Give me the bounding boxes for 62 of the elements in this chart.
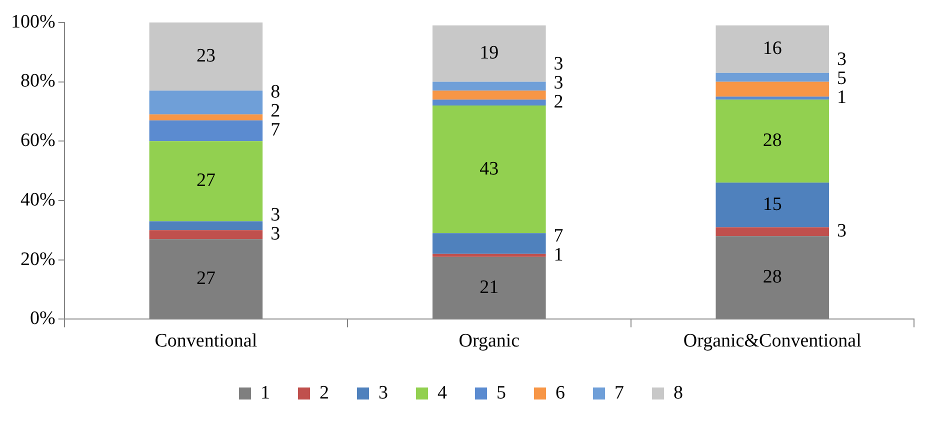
data-label: 28 (762, 130, 782, 152)
data-label: 7 (554, 225, 564, 246)
x-tick-label: Conventional (154, 330, 258, 352)
data-label: 23 (196, 46, 216, 67)
bar (716, 72, 830, 82)
bar (716, 100, 830, 183)
legend-label: 8 (674, 382, 683, 404)
y-tick-label: 80% (20, 70, 56, 92)
bar (149, 221, 263, 230)
x-tick-label: Organic (458, 330, 520, 352)
bar (432, 106, 546, 234)
data-label: 3 (270, 204, 280, 226)
bar (716, 82, 830, 97)
bar (432, 233, 546, 254)
data-label: 3 (554, 72, 564, 94)
legend-label: 3 (378, 382, 388, 404)
y-tick-label: 60% (20, 130, 56, 152)
bar (149, 90, 263, 114)
data-label: 1 (554, 244, 564, 266)
x-tick-label: Organic&Conventional (683, 330, 862, 352)
bar (432, 100, 546, 106)
data-label: 3 (837, 49, 847, 70)
bar (149, 141, 263, 222)
data-label: 16 (762, 38, 782, 60)
data-label: 3 (837, 220, 847, 242)
legend-label: 5 (496, 382, 506, 404)
data-label: 27 (196, 170, 216, 192)
legend-label: 2 (320, 382, 329, 404)
data-label: 27 (196, 268, 216, 289)
bar (432, 82, 546, 91)
data-label: 1 (837, 87, 847, 108)
bar (432, 254, 546, 257)
data-label: 5 (837, 68, 847, 90)
bar (716, 25, 830, 73)
bar (149, 114, 263, 120)
y-tick-label: 40% (20, 189, 56, 210)
legend-label: 6 (556, 382, 565, 404)
bar (432, 90, 546, 100)
bar (149, 120, 263, 142)
data-label: 2 (270, 100, 280, 122)
data-label: 7 (270, 120, 280, 141)
data-label: 3 (554, 54, 564, 75)
legend-label: 4 (438, 382, 448, 404)
bar (149, 230, 263, 240)
data-label: 8 (270, 82, 280, 103)
bar (716, 182, 830, 228)
data-label: 21 (480, 276, 499, 298)
legend-label: 1 (260, 382, 270, 404)
y-tick-label: 20% (20, 248, 56, 270)
legend-label: 7 (614, 382, 624, 404)
bar (716, 96, 830, 100)
y-tick-label: 0% (30, 308, 56, 330)
data-label: 28 (762, 266, 782, 288)
data-label: 3 (270, 224, 280, 245)
bar (716, 227, 830, 236)
data-label: 19 (480, 42, 499, 64)
bar (432, 25, 546, 82)
data-label: 15 (762, 194, 782, 215)
data-label: 43 (480, 158, 499, 180)
y-tick-label: 100% (11, 11, 56, 32)
bar (149, 22, 263, 91)
data-label: 2 (554, 92, 564, 113)
